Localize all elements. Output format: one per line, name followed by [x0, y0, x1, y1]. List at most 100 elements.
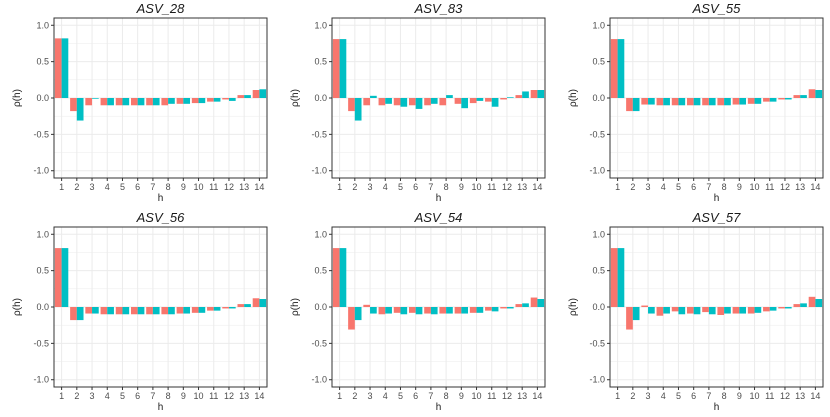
bar-series-2	[122, 307, 130, 315]
bar-series-1	[808, 296, 816, 307]
bar-series-1	[641, 98, 649, 105]
bar-series-2	[213, 307, 221, 311]
y-axis-title: ρ(h)	[12, 89, 23, 107]
bar-series-2	[708, 98, 716, 106]
bar-series-1	[332, 248, 340, 307]
x-tick-label: 4	[661, 391, 666, 401]
y-tick-label: 0.0	[314, 302, 327, 312]
panel-title: ASV_57	[692, 210, 741, 225]
bar-series-2	[693, 98, 701, 106]
bar-series-2	[228, 307, 236, 309]
y-tick-label: 0.0	[36, 93, 49, 103]
bar-series-1	[717, 98, 725, 106]
bar-series-2	[724, 307, 731, 314]
panel-title: ASV_55	[692, 1, 741, 16]
bar-series-1	[332, 39, 340, 98]
x-tick-label: 3	[646, 391, 651, 401]
x-tick-label: 4	[105, 182, 110, 192]
x-tick-label: 12	[224, 182, 234, 192]
bar-series-1	[793, 95, 801, 98]
bar-series-1	[717, 307, 725, 315]
bar-series-2	[784, 307, 792, 309]
bar-series-2	[446, 95, 453, 98]
x-tick-label: 14	[254, 391, 264, 401]
bar-series-2	[537, 90, 545, 98]
bar-series-2	[339, 39, 347, 98]
bar-series-2	[385, 307, 392, 314]
bar-series-2	[632, 98, 640, 112]
x-tick-label: 6	[413, 391, 418, 401]
bar-series-1	[485, 307, 492, 311]
bar-series-2	[663, 307, 670, 314]
bar-series-2	[92, 98, 99, 99]
y-axis-title: ρ(h)	[290, 298, 301, 316]
bar-series-2	[354, 307, 362, 321]
panel-title: ASV_28	[136, 1, 185, 16]
y-tick-label: 0.0	[592, 302, 605, 312]
x-tick-label: 5	[676, 391, 681, 401]
x-tick-label: 9	[737, 182, 742, 192]
x-tick-label: 7	[150, 391, 155, 401]
panel-asv-83: -1.0-0.50.00.51.01 2 3 4 5 6 7 8 9 10 11 12 13 14ASV_…	[290, 1, 546, 204]
panel-asv-28: -1.0-0.50.00.51.01 2 3 4 5 6 7 8 9 10 11 12 13 14ASV_…	[12, 1, 268, 204]
bar-series-1	[702, 307, 709, 313]
x-axis-title: h	[158, 402, 164, 413]
bar-series-1	[207, 307, 214, 311]
bar-series-1	[515, 95, 523, 98]
bar-series-2	[800, 95, 807, 98]
bar-series-1	[252, 298, 260, 307]
x-tick-label: 13	[517, 182, 527, 192]
x-tick-label: 13	[795, 391, 805, 401]
bar-series-2	[506, 307, 514, 309]
bar-series-1	[610, 248, 618, 307]
y-tick-label: 0.5	[36, 266, 49, 276]
x-tick-label: 11	[487, 391, 496, 401]
y-tick-label: -1.0	[33, 166, 49, 176]
y-tick-label: 1.0	[314, 229, 327, 239]
bar-series-1	[237, 304, 245, 307]
bar-series-1	[363, 304, 371, 307]
bar-series-2	[183, 98, 191, 104]
panel-title: ASV_54	[414, 210, 463, 225]
panel-asv-57: -1.0-0.50.00.51.01 2 3 4 5 6 7 8 9 10 11 12 13 14ASV_…	[568, 210, 824, 413]
bar-series-2	[678, 307, 686, 315]
x-tick-label: 8	[444, 391, 449, 401]
bar-series-1	[161, 307, 169, 315]
bar-series-2	[198, 98, 206, 104]
bar-series-1	[763, 98, 770, 102]
bar-series-1	[207, 98, 214, 102]
bar-series-2	[385, 98, 392, 104]
bar-series-2	[168, 307, 175, 315]
bar-series-1	[161, 98, 169, 106]
bar-series-2	[537, 299, 545, 307]
x-tick-label: 8	[444, 182, 449, 192]
bar-series-2	[815, 299, 823, 307]
x-tick-label: 14	[810, 182, 820, 192]
x-tick-label: 10	[472, 182, 482, 192]
bar-series-2	[739, 98, 747, 105]
x-tick-label: 9	[459, 391, 464, 401]
x-tick-label: 14	[532, 182, 542, 192]
bar-series-1	[641, 305, 649, 307]
y-tick-label: 1.0	[592, 20, 605, 30]
bar-series-1	[70, 98, 77, 112]
x-tick-label: 11	[765, 391, 774, 401]
y-tick-label: 0.0	[314, 93, 327, 103]
x-tick-label: 8	[722, 182, 727, 192]
bar-series-2	[522, 91, 529, 98]
x-tick-label: 9	[459, 182, 464, 192]
y-tick-label: -0.5	[311, 338, 327, 348]
bar-series-1	[146, 98, 153, 106]
bar-series-1	[454, 98, 462, 104]
bar-series-2	[461, 98, 469, 109]
bar-series-1	[778, 98, 785, 100]
bar-series-1	[54, 38, 62, 98]
bar-series-2	[430, 98, 438, 104]
bar-series-2	[244, 95, 251, 98]
bar-series-2	[784, 98, 792, 100]
bar-series-2	[739, 307, 747, 314]
x-tick-label: 7	[706, 391, 711, 401]
bar-series-1	[500, 98, 507, 100]
bar-series-2	[415, 307, 423, 315]
bar-series-1	[747, 98, 755, 104]
